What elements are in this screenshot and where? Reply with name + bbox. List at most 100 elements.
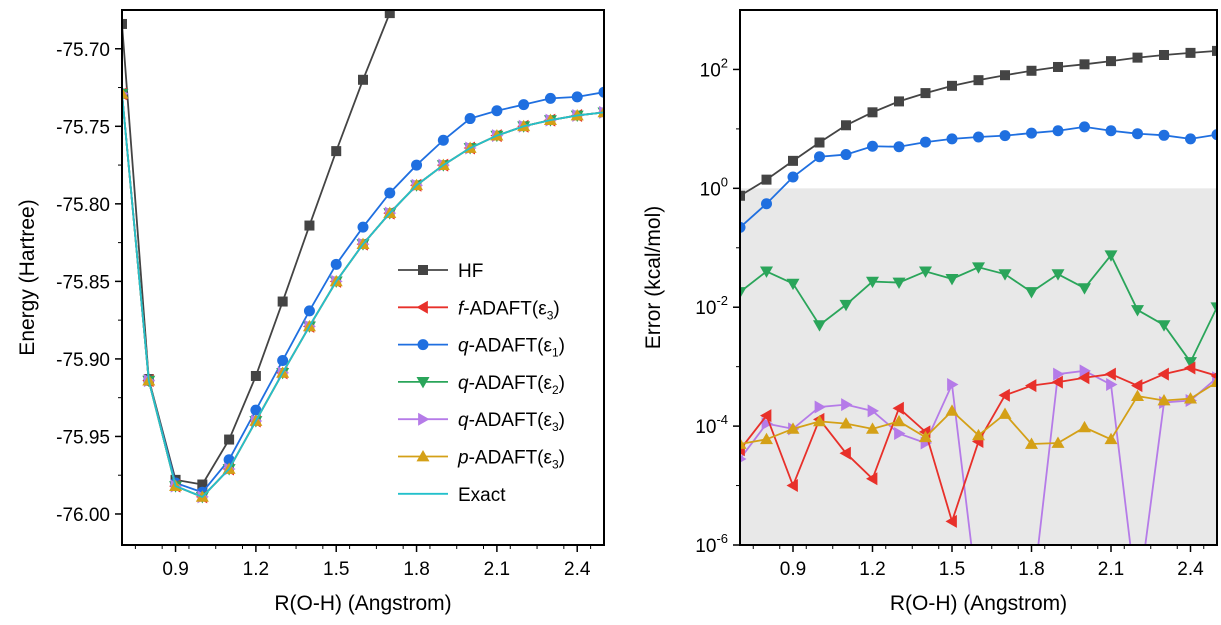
error-point-hf xyxy=(1186,48,1196,58)
error-point-q-adaft-1 xyxy=(1132,128,1143,139)
error-x-tick-label: 2.1 xyxy=(1098,559,1124,580)
legend-item-q-adaft-1: q-ADAFT(ε1) xyxy=(398,336,565,360)
error-point-q-adaft-1 xyxy=(1159,130,1170,141)
error-point-q-adaft-1 xyxy=(920,137,931,148)
error-point-hf xyxy=(788,156,798,166)
error-point-q-adaft-1 xyxy=(1000,130,1011,141)
error-point-hf xyxy=(868,107,878,117)
error-x-axis-label: R(O-H) (Angstrom) xyxy=(890,592,1067,615)
energy-line-exact xyxy=(122,94,604,497)
energy-point-q-adaft-1 xyxy=(545,93,556,104)
legend-marker-f-adaft-3 xyxy=(417,301,428,314)
energy-x-axis-label: R(O-H) (Angstrom) xyxy=(274,592,451,615)
error-x-tick-label: 1.8 xyxy=(1018,559,1044,580)
energy-point-q-adaft-1 xyxy=(411,160,422,171)
error-point-q-adaft-1 xyxy=(973,132,984,143)
energy-point-hf xyxy=(331,146,341,156)
error-point-hf xyxy=(1053,62,1063,72)
energy-point-q-adaft-1 xyxy=(304,305,315,316)
error-point-hf xyxy=(1106,56,1116,66)
error-point-hf xyxy=(947,81,957,91)
error-point-q-adaft-1 xyxy=(1026,128,1037,139)
energy-series-q-adaft-2 xyxy=(116,89,611,504)
energy-x-tick-label: 1.8 xyxy=(403,559,429,580)
energy-point-hf xyxy=(224,435,234,445)
error-point-q-adaft-1 xyxy=(1079,121,1090,132)
error-point-q-adaft-1 xyxy=(894,141,905,152)
energy-point-hf xyxy=(304,221,314,231)
error-point-hf xyxy=(1080,59,1090,69)
energy-point-q-adaft-1 xyxy=(518,99,529,110)
energy-point-q-adaft-1 xyxy=(438,135,449,146)
legend-label-q-adaft-1: q-ADAFT(ε1) xyxy=(458,336,565,360)
legend-item-p-adaft-3: p-ADAFT(ε3) xyxy=(398,448,565,472)
energy-x-tick-label: 1.5 xyxy=(323,559,349,580)
error-y-tick-label: 10-6 xyxy=(695,531,728,557)
energy-y-axis-label: Energy (Hartree) xyxy=(16,199,39,355)
error-y-tick-label: 10-2 xyxy=(695,293,728,319)
energy-x-tick-label: 2.4 xyxy=(564,559,591,580)
energy-series-exact xyxy=(122,94,604,497)
error-point-q-adaft-1 xyxy=(947,133,958,144)
energy-series-q-adaft-3 xyxy=(117,87,610,503)
legend-label-f-adaft-3: f-ADAFT(ε3) xyxy=(458,298,560,322)
legend-label-p-adaft-3: p-ADAFT(ε3) xyxy=(457,448,565,472)
error-point-q-adaft-1 xyxy=(1185,133,1196,144)
error-point-hf xyxy=(894,96,904,106)
energy-legend: HF f-ADAFT(ε3) q-ADAFT(ε1) q-ADAFT(ε2) q-ADA… xyxy=(398,261,565,506)
energy-series-p-adaft-3 xyxy=(116,87,611,502)
energy-point-q-adaft-1 xyxy=(358,222,369,233)
energy-line-q-adaft-2 xyxy=(122,94,604,497)
error-point-hf xyxy=(1133,53,1143,63)
error-x-tick-label: 2.4 xyxy=(1177,559,1204,580)
error-series-hf xyxy=(735,46,1221,201)
error-point-hf xyxy=(841,120,851,130)
energy-y-tick-label: -76.00 xyxy=(56,505,110,526)
energy-x-tick-label: 1.2 xyxy=(243,559,269,580)
error-x-tick-label: 0.9 xyxy=(780,559,806,580)
energy-y-tick-label: -75.70 xyxy=(56,40,110,61)
error-y-axis-label: Error (kcal/mol) xyxy=(642,206,665,350)
error-point-hf xyxy=(815,138,825,148)
legend-item-q-adaft-2: q-ADAFT(ε2) xyxy=(398,373,565,397)
energy-point-q-adaft-1 xyxy=(572,91,583,102)
legend-marker-q-adaft-1 xyxy=(418,339,429,350)
energy-line-q-adaft-3 xyxy=(122,94,604,497)
energy-series-f-adaft-3 xyxy=(116,87,609,503)
energy-point-q-adaft-1 xyxy=(465,113,476,124)
energy-point-hf xyxy=(358,75,368,85)
energy-point-q-adaft-1 xyxy=(277,355,288,366)
error-shaded-region xyxy=(740,188,1217,545)
error-point-q-adaft-1 xyxy=(1053,125,1064,136)
error-point-q-adaft-1 xyxy=(761,198,772,209)
legend-marker-q-adaft-3 xyxy=(418,413,429,426)
error-point-hf xyxy=(921,88,931,98)
legend-marker-hf xyxy=(418,265,428,275)
error-y-tick-label: 100 xyxy=(700,174,728,200)
energy-y-tick-label: -75.75 xyxy=(56,117,110,138)
energy-chart: -76.00-75.95-75.90-75.85-75.80-75.75-75.… xyxy=(16,8,611,615)
error-line-hf xyxy=(740,51,1217,196)
error-point-q-adaft-3 xyxy=(1133,598,1144,611)
error-point-q-adaft-1 xyxy=(788,172,799,183)
energy-x-tick-label: 0.9 xyxy=(162,559,188,580)
energy-point-q-adaft-1 xyxy=(331,259,342,270)
error-point-hf xyxy=(1000,70,1010,80)
energy-y-tick-label: -75.95 xyxy=(56,427,110,448)
error-point-q-adaft-1 xyxy=(867,141,878,152)
legend-label-exact: Exact xyxy=(458,485,506,506)
energy-series-q-adaft-1 xyxy=(117,87,610,498)
legend-label-hf: HF xyxy=(458,261,483,282)
legend-label-q-adaft-2: q-ADAFT(ε2) xyxy=(458,373,565,397)
error-point-hf xyxy=(1159,50,1169,60)
energy-line-p-adaft-3 xyxy=(122,94,604,497)
energy-line-f-adaft-3 xyxy=(122,94,604,497)
error-y-tick-label: 10-4 xyxy=(695,412,728,438)
error-x-tick-label: 1.2 xyxy=(859,559,885,580)
legend-label-q-adaft-3: q-ADAFT(ε3) xyxy=(458,410,565,434)
legend-item-exact: Exact xyxy=(398,485,506,506)
energy-line-q-adaft-1 xyxy=(122,92,604,492)
legend-item-hf: HF xyxy=(398,261,483,282)
